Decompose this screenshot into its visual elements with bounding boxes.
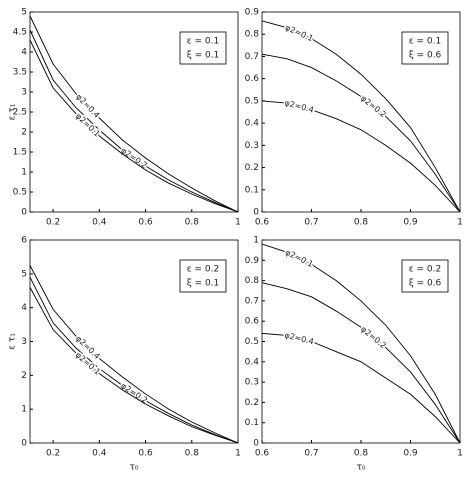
y-tick-label: 3.5 — [13, 68, 27, 78]
line — [29, 287, 239, 444]
y-tick-label: 0.5 — [13, 188, 27, 198]
y-tick-label: 6 — [21, 236, 27, 246]
line — [261, 20, 461, 213]
x-tick-label: 1 — [457, 218, 463, 228]
line — [29, 39, 239, 213]
curve-label: φ2=0.4 — [284, 98, 315, 114]
curve-label: φ2=0.1 — [284, 248, 315, 269]
x-tick-label: 1 — [235, 218, 241, 228]
y-tick-label: 0.6 — [245, 74, 260, 84]
x-tick-label: 1 — [235, 449, 241, 459]
curve-label: φ2=0.2 — [359, 325, 388, 351]
line — [261, 282, 461, 444]
y-tick-label: 0 — [21, 208, 27, 218]
line — [261, 100, 461, 213]
y-tick-label: 0.4 — [245, 357, 260, 367]
panel: 0 0.1 0.2 0.3 0.4 0.5 0.6 0.7 0.8 0.9 0.6 0.7 0.8 0.9… — [245, 8, 463, 228]
y-tick-label: 2 — [21, 371, 27, 381]
x-tick-label: 0.6 — [138, 218, 153, 228]
annotation: ε = 0.1 — [409, 37, 441, 47]
y-tick-label: 0.1 — [245, 418, 259, 428]
x-tick-label: 0.2 — [46, 449, 60, 459]
curve-label: φ2=0.1 — [284, 23, 315, 43]
y-tick-label: 0.7 — [245, 52, 259, 62]
annotation-box — [179, 31, 227, 65]
y-tick-label: 0 — [21, 439, 27, 449]
x-axis-label: τ₀ — [356, 463, 365, 473]
x-tick-label: 0.9 — [403, 218, 418, 228]
y-tick-label: 0.3 — [245, 141, 259, 151]
y-tick-label: 0 — [253, 439, 259, 449]
annotation-box — [401, 259, 449, 293]
annotation: ε = 0.2 — [187, 265, 219, 275]
y-tick-label: 0.5 — [245, 96, 259, 106]
y-tick-label: 1.5 — [13, 148, 27, 158]
x-tick-label: 0.4 — [92, 218, 107, 228]
y-tick-label: 5 — [21, 269, 27, 279]
line — [29, 15, 239, 213]
y-tick-label: 0.4 — [245, 119, 260, 129]
y-tick-label: 2.5 — [13, 108, 27, 118]
y-tick-label: 0.2 — [245, 163, 259, 173]
line — [261, 53, 461, 213]
annotation: ε = 0.1 — [187, 37, 219, 47]
x-tick-label: 0.8 — [185, 218, 200, 228]
x-tick-label: 0.7 — [304, 218, 318, 228]
x-tick-label: 0.8 — [185, 449, 200, 459]
panel: 00.511.522.533.544.550.2 0.4 0.6 0.8 1ε τ₁ φ2… — [8, 8, 241, 228]
annotation-box — [401, 31, 449, 65]
y-tick-label: 4.5 — [13, 28, 27, 38]
annotation-box — [179, 259, 227, 293]
curve-label: φ2=0.4 — [284, 331, 315, 347]
x-tick-label: 0.9 — [403, 449, 418, 459]
x-tick-label: 0.4 — [92, 449, 107, 459]
y-tick-label: 1 — [21, 405, 27, 415]
y-tick-label: 0.8 — [245, 30, 260, 40]
x-tick-label: 0.7 — [304, 449, 318, 459]
annotation: ξ = 0.6 — [409, 279, 442, 289]
panel: 0 0.1 0.2 0.3 0.4 0.5 0.6 0.7 0.8 0.9 1 0.6 0.7 0.8 0.… — [245, 236, 463, 473]
annotation: ξ = 0.1 — [187, 279, 220, 289]
y-tick-label: 0.9 — [245, 256, 260, 266]
y-tick-label: 1 — [21, 168, 27, 178]
line — [261, 243, 461, 444]
y-tick-label: 0.8 — [245, 276, 260, 286]
y-tick-label: 3 — [21, 337, 27, 347]
y-axis-label: ε τ₁ — [8, 103, 18, 120]
y-tick-label: 4 — [21, 303, 27, 313]
annotation: ξ = 0.1 — [187, 51, 220, 61]
y-tick-label: 4 — [21, 48, 27, 58]
y-tick-label: 0.5 — [245, 337, 259, 347]
annotation: ε = 0.2 — [409, 265, 441, 275]
y-tick-label: 3 — [21, 88, 27, 98]
y-tick-label: 1 — [253, 236, 259, 246]
x-tick-label: 0.8 — [354, 218, 369, 228]
line — [29, 265, 239, 444]
x-tick-label: 0.6 — [138, 449, 153, 459]
line — [261, 332, 461, 444]
x-tick-label: 0.2 — [46, 218, 60, 228]
y-tick-label: 2 — [21, 128, 27, 138]
curve-label: φ2=0.2 — [359, 94, 388, 120]
x-tick-label: 0.6 — [255, 218, 270, 228]
y-tick-label: 0 — [253, 208, 259, 218]
y-tick-label: 0.6 — [245, 317, 260, 327]
line — [29, 277, 239, 444]
y-tick-label: 0.3 — [245, 378, 259, 388]
y-tick-label: 0.2 — [245, 398, 259, 408]
x-tick-label: 0.6 — [255, 449, 270, 459]
x-tick-label: 1 — [457, 449, 463, 459]
y-axis-label: ε τ₁ — [8, 333, 18, 350]
y-tick-label: 0.1 — [245, 185, 259, 195]
x-tick-label: 0.8 — [354, 449, 369, 459]
y-tick-label: 5 — [21, 8, 27, 18]
line — [29, 29, 239, 213]
y-tick-label: 0.9 — [245, 8, 260, 18]
y-tick-label: 0.7 — [245, 296, 259, 306]
x-axis-label: τ₀ — [129, 463, 138, 473]
annotation: ξ = 0.6 — [409, 51, 442, 61]
